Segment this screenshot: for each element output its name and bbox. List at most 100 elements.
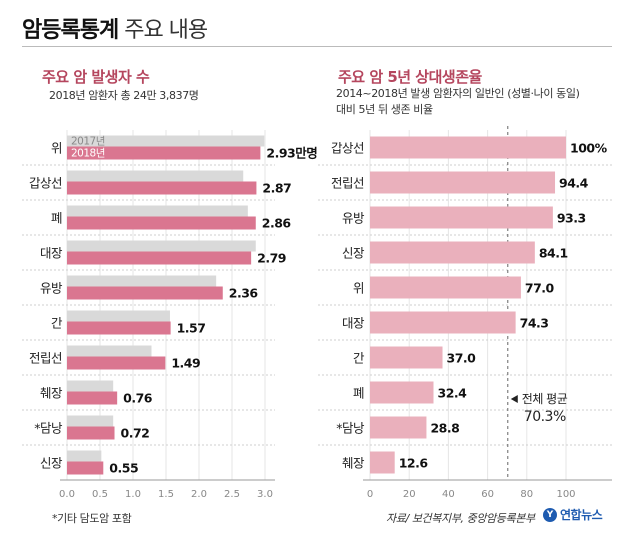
left-category-label: *담낭 xyxy=(34,421,63,436)
left-bar-2017 xyxy=(67,310,170,322)
right-category-label: 갑상선 xyxy=(331,141,364,156)
left-category-label: 유방 xyxy=(40,281,63,296)
left-bar-2017 xyxy=(67,205,248,217)
left-bar-2018 xyxy=(67,216,256,230)
right-value-label: 94.4 xyxy=(559,176,589,191)
yonhap-logo: Y 연합뉴스 xyxy=(543,506,603,523)
right-x-tick: 60 xyxy=(481,489,494,500)
left-bar-2018 xyxy=(67,251,252,265)
left-x-tick: 2.5 xyxy=(224,489,240,500)
left-x-tick: 1.5 xyxy=(158,489,174,500)
left-category-label: 폐 xyxy=(51,211,62,226)
right-bar xyxy=(370,206,553,229)
average-label: 전체 평균 xyxy=(522,392,568,406)
right-bar xyxy=(370,416,427,439)
left-x-tick: 0.0 xyxy=(59,489,75,500)
left-value-label: 0.76 xyxy=(123,391,153,406)
right-bar xyxy=(370,381,434,404)
right-category-label: 췌장 xyxy=(342,456,365,471)
right-panel-subtitle-1: 2014~2018년 발생 암환자의 일반인 (성별·나이 동일) xyxy=(336,87,580,100)
left-category-label: 위 xyxy=(51,141,62,156)
title-divider xyxy=(22,46,612,47)
right-value-label: 28.8 xyxy=(430,421,459,436)
left-value-label: 2.86 xyxy=(262,216,292,231)
right-category-label: 폐 xyxy=(353,386,364,401)
right-category-label: 신장 xyxy=(342,246,365,261)
left-bar-2018 xyxy=(67,356,166,370)
left-category-label: 췌장 xyxy=(40,386,63,401)
left-category-label: 전립선 xyxy=(29,351,62,366)
right-category-label: 유방 xyxy=(342,211,365,226)
right-x-tick: 100 xyxy=(556,489,575,500)
right-value-label: 74.3 xyxy=(520,316,549,331)
left-bar-2017 xyxy=(67,380,114,392)
legend-2017: 2017년 xyxy=(71,136,105,148)
left-x-tick: 1.0 xyxy=(125,489,141,500)
source-note: 자료/ 보건복지부, 중앙암등록본부 xyxy=(386,512,535,525)
right-bar xyxy=(370,171,556,194)
left-bar-2018 xyxy=(67,461,104,475)
left-bar-2018 xyxy=(67,286,223,300)
right-bar xyxy=(370,136,566,159)
right-category-label: *담낭 xyxy=(336,421,365,436)
left-x-tick: 0.5 xyxy=(92,489,108,500)
left-x-tick: 2.0 xyxy=(191,489,207,500)
left-bar-2017 xyxy=(67,415,114,427)
right-x-tick: 80 xyxy=(520,489,533,500)
left-category-label: 갑상선 xyxy=(29,176,62,191)
left-bar-2018 xyxy=(67,426,115,440)
right-value-label: 84.1 xyxy=(539,246,568,261)
title-sub: 주요 내용 xyxy=(124,18,208,43)
left-category-label: 신장 xyxy=(40,456,63,471)
left-bar-2017 xyxy=(67,240,256,252)
right-bar xyxy=(370,311,516,334)
left-value-label: 2.87 xyxy=(262,181,291,196)
right-bar xyxy=(370,346,443,369)
average-value: 70.3% xyxy=(524,409,566,425)
left-bar-2017 xyxy=(67,345,152,357)
left-value-label: 2.93만명 xyxy=(266,146,317,161)
right-value-label: 12.6 xyxy=(399,456,429,471)
left-bar-2017 xyxy=(67,275,217,287)
left-bar-2018 xyxy=(67,181,257,195)
right-category-label: 대장 xyxy=(342,316,365,331)
average-arrow-icon xyxy=(510,395,518,403)
right-value-label: 32.4 xyxy=(438,386,468,401)
left-category-label: 간 xyxy=(51,316,63,331)
left-bar-2017 xyxy=(67,170,244,182)
left-bar-2017 xyxy=(67,450,102,462)
left-x-tick: 3.0 xyxy=(257,489,273,500)
left-value-label: 1.57 xyxy=(177,321,206,336)
title-main: 암등록통계 xyxy=(22,18,119,43)
right-value-label: 37.0 xyxy=(447,351,477,366)
logo-text: 연합뉴스 xyxy=(560,508,603,522)
left-bar-2018 xyxy=(67,146,261,160)
page-title: 암등록통계 주요 내용 xyxy=(22,12,208,44)
right-value-label: 100% xyxy=(570,141,608,156)
left-value-label: 2.36 xyxy=(229,286,259,301)
left-panel-subtitle: 2018년 암환자 총 24만 3,837명 xyxy=(49,89,199,102)
legend-2018: 2018년 xyxy=(71,148,105,160)
right-value-label: 77.0 xyxy=(525,281,555,296)
left-category-label: 대장 xyxy=(40,246,63,261)
left-bar-2018 xyxy=(67,321,171,335)
right-panel-title: 주요 암 5년 상대생존율 xyxy=(338,68,482,86)
right-bar xyxy=(370,276,521,299)
footnote: *기타 담도암 포함 xyxy=(52,512,132,525)
left-value-label: 1.49 xyxy=(171,356,200,371)
right-x-tick: 0 xyxy=(367,489,373,500)
right-value-label: 93.3 xyxy=(557,211,586,226)
left-bar-2017 xyxy=(67,135,265,147)
right-bar xyxy=(370,451,395,474)
right-x-tick: 20 xyxy=(403,489,416,500)
left-panel-title: 주요 암 발생자 수 xyxy=(42,68,150,86)
logo-mark-icon: Y xyxy=(543,507,557,522)
right-category-label: 전립선 xyxy=(331,176,364,191)
left-value-label: 0.55 xyxy=(109,461,138,476)
right-category-label: 위 xyxy=(353,281,364,296)
left-value-label: 0.72 xyxy=(121,426,150,441)
right-panel-subtitle-2: 대비 5년 뒤 생존 비율 xyxy=(336,103,433,116)
right-bar xyxy=(370,241,535,264)
right-x-tick: 40 xyxy=(442,489,455,500)
